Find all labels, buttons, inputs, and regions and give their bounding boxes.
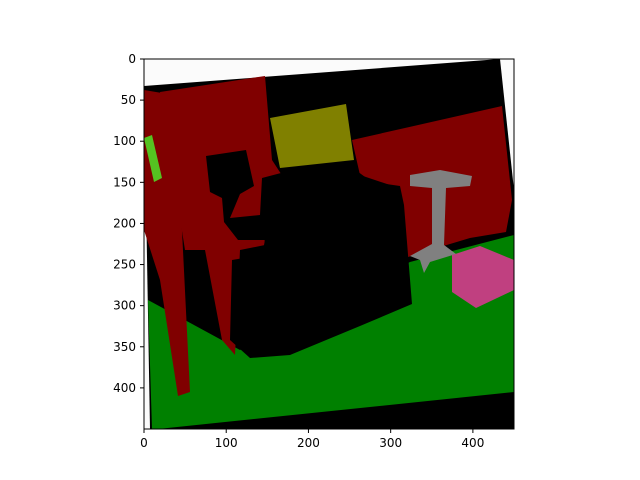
y-tick-label: 400	[113, 381, 136, 395]
table-region	[410, 170, 472, 273]
x-tick-label: 0	[140, 436, 148, 450]
segmentation-image	[144, 59, 514, 429]
y-tick-label: 0	[128, 52, 136, 66]
y-tick-label: 350	[113, 340, 136, 354]
y-tick-label: 50	[121, 93, 136, 107]
box-region	[452, 246, 514, 308]
door-region	[144, 135, 162, 182]
y-tick-label: 300	[113, 299, 136, 313]
y-tick-label: 100	[113, 134, 136, 148]
y-tick-label: 150	[113, 175, 136, 189]
axes-frame	[143, 58, 515, 430]
x-tick-label: 400	[461, 436, 484, 450]
y-tick-label: 200	[113, 216, 136, 230]
x-tick-label: 200	[297, 436, 320, 450]
x-axis-ticks: 0 100 200 300 400	[140, 429, 484, 450]
object-region-black	[206, 150, 412, 358]
picture-region	[270, 104, 354, 168]
x-tick-label: 100	[215, 436, 238, 450]
x-tick-label: 300	[379, 436, 402, 450]
wall-region-center	[160, 76, 285, 355]
y-axis-ticks: 0 50 100 150 200 250 300 350 400	[113, 52, 144, 395]
y-tick-label: 250	[113, 258, 136, 272]
